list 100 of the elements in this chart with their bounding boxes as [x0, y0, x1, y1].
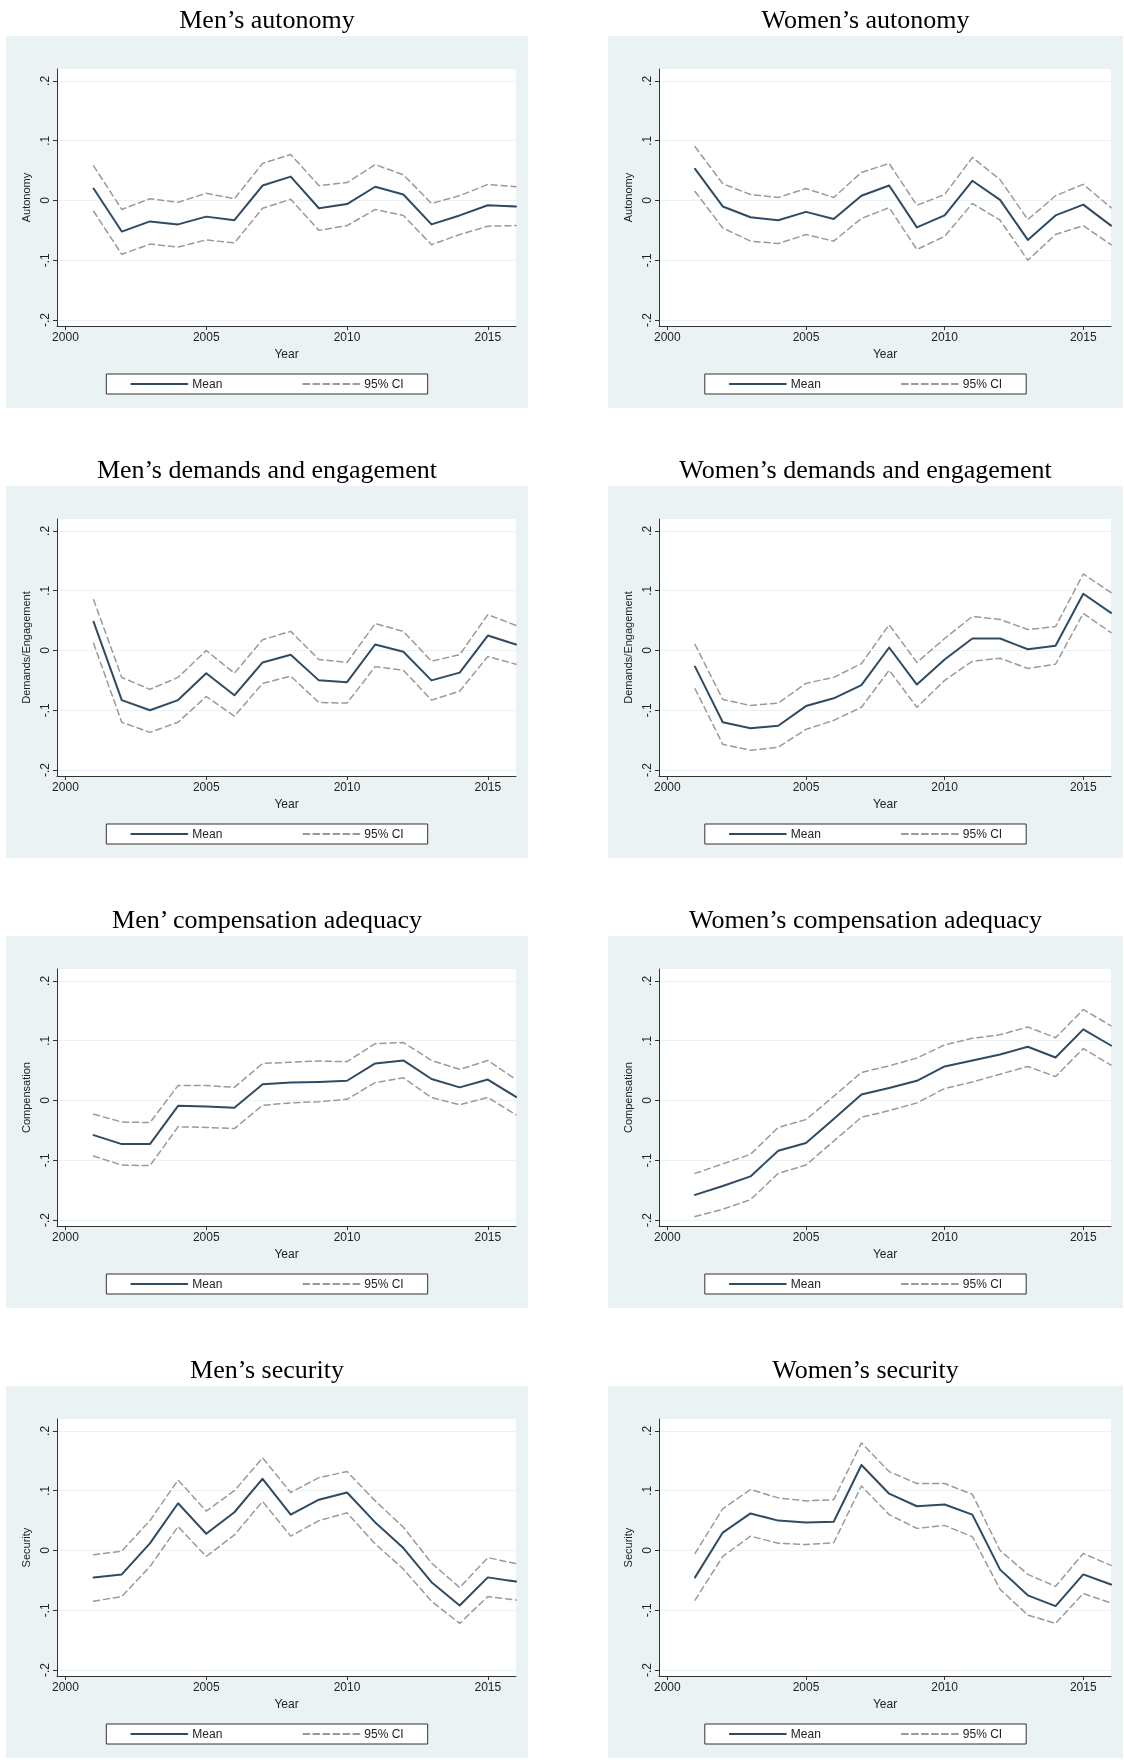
- y-tick-label: .2: [38, 1425, 52, 1436]
- legend-label: Mean: [192, 1727, 223, 1741]
- y-tick-label: .1: [38, 1485, 52, 1496]
- y-tick-label: .2: [640, 525, 654, 536]
- line-series: [92, 198, 517, 256]
- line-series: [92, 153, 517, 211]
- chart-title: Men’s security: [189, 1354, 345, 1386]
- line-series: [694, 1442, 1112, 1588]
- line-series: [92, 175, 517, 233]
- legend-label: Mean: [192, 1277, 223, 1291]
- x-tick-label: 2010: [333, 780, 361, 794]
- y-axis-title: Compensation: [621, 1062, 634, 1133]
- chart-title: Men’s autonomy: [178, 4, 356, 36]
- y-tick-label: -.2: [38, 1662, 52, 1678]
- y-tick-label: 0: [640, 196, 654, 204]
- y-tick-label: -.2: [38, 762, 52, 778]
- y-tick-label: -.1: [38, 1152, 52, 1168]
- y-tick-label: -.1: [38, 1602, 52, 1618]
- legend-label: Mean: [192, 377, 223, 391]
- x-tick-label: 2015: [474, 1680, 502, 1694]
- x-axis-title: Year: [274, 1697, 299, 1711]
- x-axis-title: Year: [872, 1247, 898, 1261]
- y-tick-label: .1: [38, 1035, 52, 1046]
- y-tick-label: .2: [640, 975, 654, 986]
- chart-title: Men’ compensation adequacy: [111, 904, 423, 936]
- x-tick-label: 2005: [792, 780, 820, 794]
- legend-label: 95% CI: [364, 1277, 404, 1291]
- legend-label: Mean: [790, 377, 821, 391]
- line-series: [694, 190, 1112, 262]
- y-tick-label: .1: [640, 1485, 654, 1496]
- x-tick-label: 2005: [192, 1230, 220, 1244]
- x-tick-label: 2015: [474, 330, 502, 344]
- legend-label: 95% CI: [364, 827, 404, 841]
- line-series: [92, 1059, 517, 1146]
- x-tick-label: 2010: [333, 330, 361, 344]
- line-series: [694, 1008, 1112, 1175]
- chart-title: Women’s compensation adequacy: [687, 904, 1044, 936]
- y-tick-label: 0: [38, 1096, 52, 1104]
- legend-label: 95% CI: [364, 1727, 404, 1741]
- y-axis-title: Compensation: [19, 1062, 32, 1133]
- line-series: [694, 612, 1112, 752]
- y-tick-label: -.2: [640, 1212, 654, 1228]
- y-tick-label: -.1: [38, 702, 52, 718]
- line-series: [92, 598, 517, 691]
- x-tick-label: 2000: [52, 330, 80, 344]
- y-axis-title: Autonomy: [19, 172, 32, 223]
- y-tick-label: -.1: [38, 252, 52, 268]
- line-series: [694, 573, 1112, 707]
- y-axis-title: Security: [621, 1527, 634, 1568]
- y-tick-label: 0: [38, 646, 52, 654]
- y-axis-title: Security: [19, 1527, 32, 1568]
- line-series: [694, 1485, 1112, 1625]
- y-axis-title: Demands/Engagement: [621, 591, 634, 704]
- y-tick-label: -.2: [640, 762, 654, 778]
- y-tick-label: .2: [38, 525, 52, 536]
- line-series: [694, 145, 1112, 221]
- chart-title: Men’s demands and engagement: [95, 454, 439, 486]
- x-tick-label: 2005: [192, 780, 220, 794]
- legend-label: 95% CI: [962, 377, 1003, 391]
- x-tick-label: 2000: [653, 1230, 681, 1244]
- y-tick-label: -.2: [640, 1662, 654, 1678]
- legend-label: 95% CI: [962, 827, 1003, 841]
- line-series: [694, 1047, 1112, 1218]
- x-tick-label: 2000: [653, 780, 681, 794]
- x-tick-label: 2000: [52, 1230, 80, 1244]
- x-axis-title: Year: [274, 347, 299, 361]
- chart-title: Women’s security: [771, 1354, 960, 1386]
- legend-label: 95% CI: [962, 1727, 1003, 1741]
- y-tick-label: 0: [38, 1546, 52, 1554]
- x-tick-label: 2015: [1069, 330, 1097, 344]
- y-tick-label: -.1: [640, 702, 654, 718]
- x-tick-label: 2005: [192, 1680, 220, 1694]
- legend-label: 95% CI: [364, 377, 404, 391]
- x-tick-label: 2005: [192, 330, 220, 344]
- x-tick-label: 2010: [931, 330, 959, 344]
- legend-label: Mean: [790, 827, 821, 841]
- x-tick-label: 2005: [792, 1230, 820, 1244]
- x-tick-label: 2010: [931, 1680, 959, 1694]
- y-tick-label: .2: [640, 1425, 654, 1436]
- x-tick-label: 2010: [333, 1680, 361, 1694]
- y-axis-title: Autonomy: [621, 172, 634, 223]
- y-tick-label: .1: [640, 135, 654, 146]
- line-series: [694, 592, 1112, 730]
- y-tick-label: .1: [640, 585, 654, 596]
- line-series: [92, 1477, 517, 1607]
- x-tick-label: 2000: [52, 1680, 80, 1694]
- x-axis-title: Year: [274, 797, 299, 811]
- line-series: [694, 167, 1112, 241]
- x-tick-label: 2015: [474, 780, 502, 794]
- x-axis-title: Year: [872, 1697, 898, 1711]
- line-series: [92, 1500, 517, 1625]
- y-tick-label: 0: [640, 646, 654, 654]
- y-tick-label: .2: [38, 75, 52, 86]
- line-series: [92, 620, 517, 712]
- y-tick-label: -.2: [38, 1212, 52, 1228]
- y-tick-label: -.1: [640, 252, 654, 268]
- x-axis-title: Year: [872, 797, 898, 811]
- x-tick-label: 2010: [333, 1230, 361, 1244]
- y-tick-label: .1: [640, 1035, 654, 1046]
- y-tick-label: -.1: [640, 1602, 654, 1618]
